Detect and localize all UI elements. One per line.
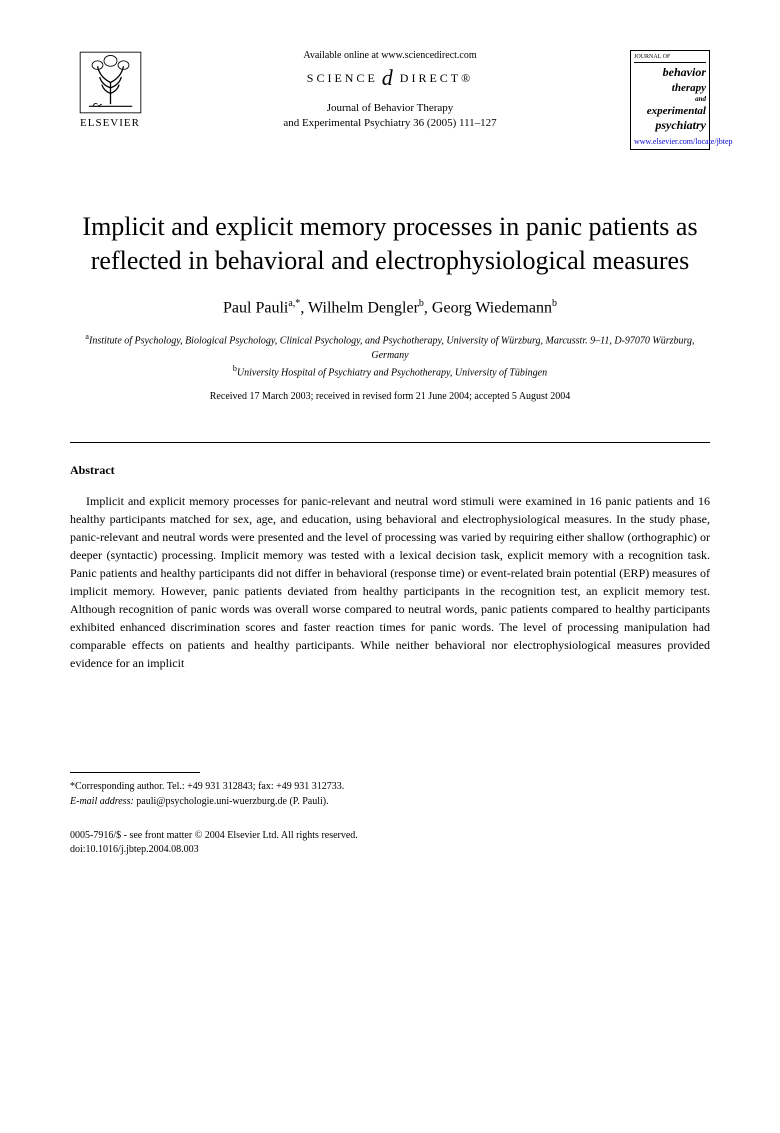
author-3-sup: b [552, 298, 557, 309]
copyright-block: 0005-7916/$ - see front matter © 2004 El… [70, 829, 710, 857]
cover-w5: psychiatry [634, 118, 706, 134]
cover-w2: therapy [634, 81, 706, 95]
footnote-rule [70, 772, 200, 773]
elsevier-logo: ELSEVIER [70, 50, 150, 140]
article-title: Implicit and explicit memory processes i… [70, 210, 710, 278]
available-online-text: Available online at www.sciencedirect.co… [170, 50, 610, 61]
corresponding-author: *Corresponding author. Tel.: +49 931 312… [70, 779, 710, 809]
author-1-sup: a,* [288, 298, 300, 309]
center-header: Available online at www.sciencedirect.co… [150, 50, 630, 132]
cover-title-words: behavior therapy and experimental psychi… [634, 65, 706, 134]
author-1: Paul Pauli [223, 299, 288, 316]
affiliation-b: bUniversity Hospital of Psychiatry and P… [70, 363, 710, 380]
elsevier-label: ELSEVIER [80, 117, 140, 129]
author-2-sup: b [419, 298, 424, 309]
journal-cover: JOURNAL OF behavior therapy and experime… [630, 50, 710, 150]
journal-url[interactable]: www.elsevier.com/locate/jbtep [634, 137, 706, 146]
sd-right: DIRECT® [400, 71, 473, 86]
affiliation-a: aInstitute of Psychology, Biological Psy… [70, 331, 710, 363]
abstract-heading: Abstract [70, 463, 710, 478]
sd-at-icon: d [382, 65, 396, 91]
doi-line: doi:10.1016/j.jbtep.2004.08.003 [70, 843, 710, 857]
corr-tel-fax: *Corresponding author. Tel.: +49 931 312… [70, 779, 710, 794]
email-value: pauli@psychologie.uni-wuerzburg.de (P. P… [136, 796, 328, 807]
journal-name: Journal of Behavior Therapy and Experime… [170, 101, 610, 132]
email-label: E-mail address: [70, 796, 134, 807]
aff-a-text: Institute of Psychology, Biological Psyc… [89, 335, 695, 361]
cover-top-label: JOURNAL OF [634, 54, 706, 63]
authors-line: Paul Paulia,*, Wilhelm Denglerb, Georg W… [70, 298, 710, 317]
journal-line1: Journal of Behavior Therapy [170, 101, 610, 116]
cover-w4: experimental [634, 104, 706, 118]
author-2: Wilhelm Dengler [308, 299, 419, 316]
section-divider [70, 442, 710, 443]
copyright-line1: 0005-7916/$ - see front matter © 2004 El… [70, 829, 710, 843]
cover-w1: behavior [634, 65, 706, 81]
affiliations: aInstitute of Psychology, Biological Psy… [70, 331, 710, 381]
page-header: ELSEVIER Available online at www.science… [70, 50, 710, 150]
corr-email-line: E-mail address: pauli@psychologie.uni-wu… [70, 794, 710, 809]
abstract-text: Implicit and explicit memory processes f… [70, 492, 710, 672]
author-3: Georg Wiedemann [432, 299, 552, 316]
article-dates: Received 17 March 2003; received in revi… [70, 391, 710, 402]
sd-left: SCIENCE [307, 71, 378, 86]
aff-b-text: University Hospital of Psychiatry and Ps… [237, 368, 547, 379]
cover-w3: and [634, 95, 706, 104]
science-direct-logo: SCIENCE d DIRECT® [307, 65, 473, 91]
elsevier-tree-icon [78, 50, 143, 115]
journal-line2: and Experimental Psychiatry 36 (2005) 11… [170, 116, 610, 131]
